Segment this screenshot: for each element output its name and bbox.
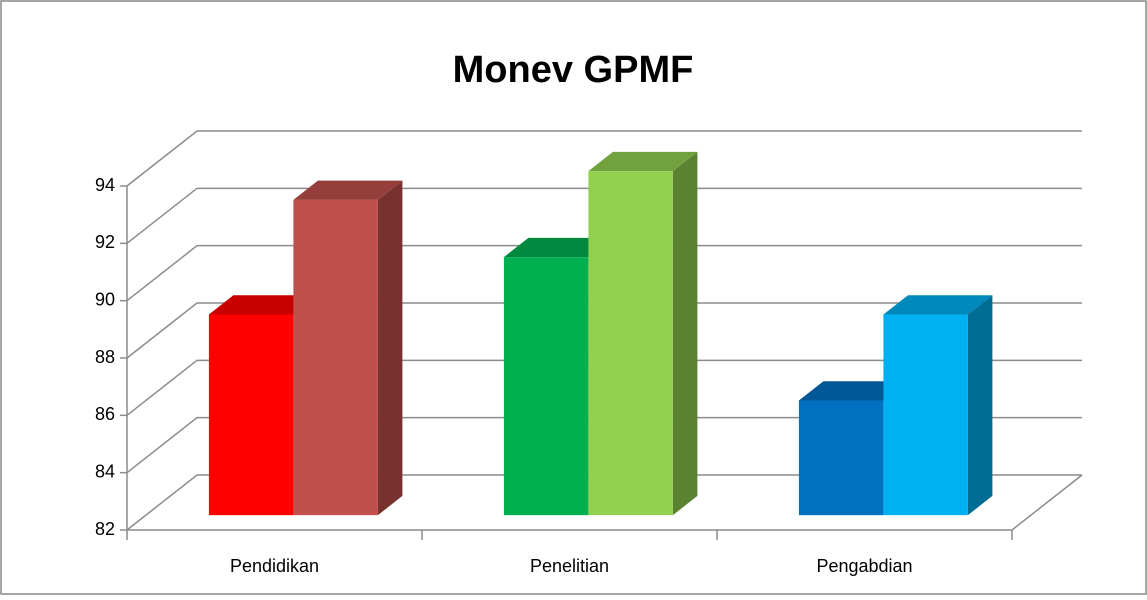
bar [208,314,294,516]
y-tick-label: 90 [95,289,115,309]
bar [588,171,673,516]
grid-line [126,130,1082,187]
grid-line [126,416,1082,474]
y-tick-label: 94 [95,175,115,195]
grid-line [126,244,1082,302]
bar [798,400,884,516]
y-tick-label: 82 [95,519,115,539]
bar [293,199,378,516]
bar-side [967,295,993,516]
grid-line [126,359,1082,416]
x-tick-label: Pendidikan [230,556,319,576]
y-tick-label: 86 [95,404,115,424]
bar-top [798,381,908,401]
bar-top [293,180,403,200]
chart-title: Monev GPMF [453,49,694,91]
bar-side [672,151,698,516]
x-tick-label: Pengabdian [816,556,912,576]
bar [503,257,589,516]
grid-line [126,474,1082,531]
bar-top [503,237,613,258]
grid-line [126,187,1082,244]
bar-top [208,295,318,315]
grid-line [126,302,1082,359]
y-tick-label: 84 [95,461,115,481]
bar-top [883,295,993,315]
y-tick-label: 92 [95,232,115,252]
bar-top [588,151,698,172]
bar [883,314,968,516]
x-tick-label: Penelitian [530,556,609,576]
bar-side [377,180,403,516]
y-tick-label: 88 [95,347,115,367]
